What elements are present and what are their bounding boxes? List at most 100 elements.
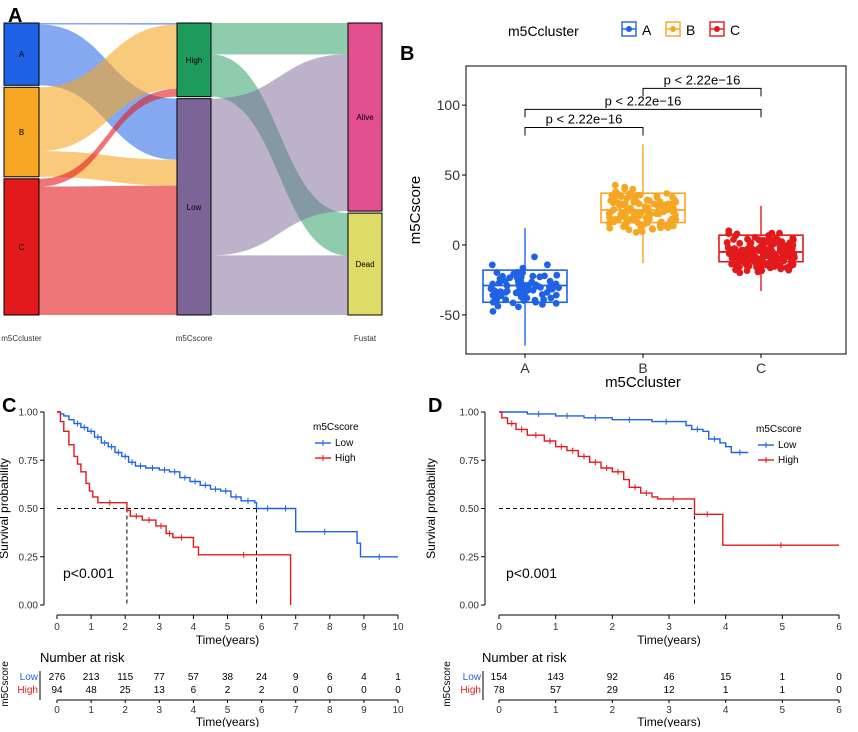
y-tick-label: 0.25	[460, 552, 480, 563]
risk-count: 6	[327, 672, 333, 683]
legend-label-high: High	[335, 453, 356, 464]
jitter-point-b	[625, 226, 633, 234]
risk-x-tick-label: 0	[496, 705, 502, 716]
risk-x-tick-label: 10	[392, 705, 404, 716]
x-tick-label: 9	[361, 622, 367, 633]
risk-count: 0	[836, 672, 842, 683]
sankey-chart: A B C High Low Alive Dead m5Ccluster m5Cscore Fus…	[1, 22, 383, 343]
significance-bracket	[524, 108, 762, 118]
sankey-node-dead	[347, 212, 383, 316]
y-tick-label: 1.00	[19, 408, 39, 419]
jitter-point-a	[538, 291, 546, 298]
sankey-node-b	[3, 86, 40, 178]
jitter-point-a	[502, 288, 509, 296]
jitter-point-b	[662, 201, 669, 209]
risk-count: 4	[361, 672, 367, 683]
y-tick-label: 0.50	[19, 504, 39, 515]
risk-y-axis-title: m5Cscore	[442, 661, 453, 707]
risk-count: 92	[607, 672, 619, 683]
risk-x-axis-title: Time(years)	[637, 715, 701, 727]
sankey-node-label: Alive	[356, 113, 374, 122]
risk-count: 0	[327, 685, 333, 696]
jitter-point-a	[552, 299, 560, 307]
x-tick-label: C	[756, 360, 766, 376]
x-tick-label: A	[520, 360, 530, 376]
significance-bracket	[524, 127, 644, 136]
risk-count: 15	[720, 672, 732, 683]
panel-label-d: D	[428, 395, 442, 417]
y-tick-label: 1.00	[460, 408, 480, 419]
y-tick-label: 0	[452, 237, 460, 253]
jitter-point-a	[516, 283, 523, 291]
x-tick-label: 3	[666, 622, 672, 633]
p-value-label: p<0.001	[506, 565, 557, 581]
sankey-link-c-low	[39, 185, 177, 315]
sankey-axis-label: m5Ccluster	[1, 334, 42, 343]
jitter-point-a	[544, 261, 551, 269]
x-tick-label: 2	[122, 622, 128, 633]
y-tick-label: 0.50	[460, 504, 480, 515]
box-b	[600, 192, 686, 224]
jitter-point-b	[608, 207, 616, 215]
risk-count: 0	[293, 685, 299, 696]
jitter-point-c	[723, 239, 731, 247]
jitter-point-a	[489, 308, 497, 315]
legend-label-b: B	[686, 22, 695, 38]
x-tick-label: 0	[54, 622, 60, 633]
jitter-point-c	[771, 252, 778, 260]
sankey-axis-label: m5Cscore	[176, 334, 213, 343]
risk-x-tick-label: 6	[836, 705, 842, 716]
risk-count: 77	[154, 672, 166, 683]
sankey-link-b-high	[39, 24, 177, 152]
y-axis-title: Survival probability	[0, 458, 11, 559]
jitter-point-c	[790, 236, 797, 244]
box-c	[718, 234, 804, 263]
legend-label-a: A	[642, 22, 652, 38]
jitter-point-b	[645, 209, 652, 217]
risk-count: 12	[663, 685, 675, 696]
sankey-node-label: Dead	[355, 260, 374, 269]
legend-label-c: C	[730, 22, 740, 38]
jitter-point-b	[630, 195, 638, 203]
jitter-point-b	[611, 181, 619, 189]
sankey-link-high-alive	[211, 23, 348, 55]
risk-x-tick-label: 7	[293, 705, 299, 716]
jitter-point-c	[725, 230, 733, 238]
significance-label: p < 2.22e−16	[605, 93, 682, 108]
risk-count: 0	[361, 685, 367, 696]
legend-title: m5Ccluster	[508, 23, 579, 39]
risk-count: 38	[222, 672, 234, 683]
jitter-point-a	[529, 286, 537, 294]
risk-count: 57	[550, 685, 562, 696]
risk-count: 0	[836, 685, 842, 696]
jitter-point-c	[774, 236, 781, 243]
jitter-point-b	[606, 213, 613, 221]
risk-count: 2	[225, 685, 231, 696]
x-tick-label: 3	[157, 622, 163, 633]
risk-x-tick-label: 0	[54, 705, 60, 716]
jitter-point-c	[736, 239, 744, 247]
jitter-point-b	[643, 196, 651, 204]
jitter-point-a	[528, 278, 536, 286]
km-curve-low	[57, 411, 398, 558]
risk-x-tick-label: 2	[122, 705, 128, 716]
risk-count: 6	[191, 685, 197, 696]
jitter-point-b	[668, 215, 675, 223]
y-tick-label: 50	[444, 167, 460, 183]
legend-title: m5Cscore	[313, 422, 359, 433]
jitter-point-a	[519, 269, 526, 277]
sankey-node-high	[176, 22, 212, 98]
risk-x-tick-label: 4	[723, 705, 729, 716]
sankey-node-alive	[347, 22, 383, 212]
risk-x-tick-label: 6	[259, 705, 265, 716]
risk-count: 1	[780, 685, 786, 696]
y-axis-title: m5Cscore	[407, 176, 424, 244]
x-tick-label: 10	[392, 622, 404, 633]
risk-x-tick-label: 3	[666, 705, 672, 716]
x-tick-label: B	[638, 360, 647, 376]
y-tick-label: 100	[437, 97, 461, 113]
jitter-point-b	[615, 215, 623, 223]
legend-key-dot	[670, 26, 676, 32]
jitter-point-b	[606, 224, 614, 232]
